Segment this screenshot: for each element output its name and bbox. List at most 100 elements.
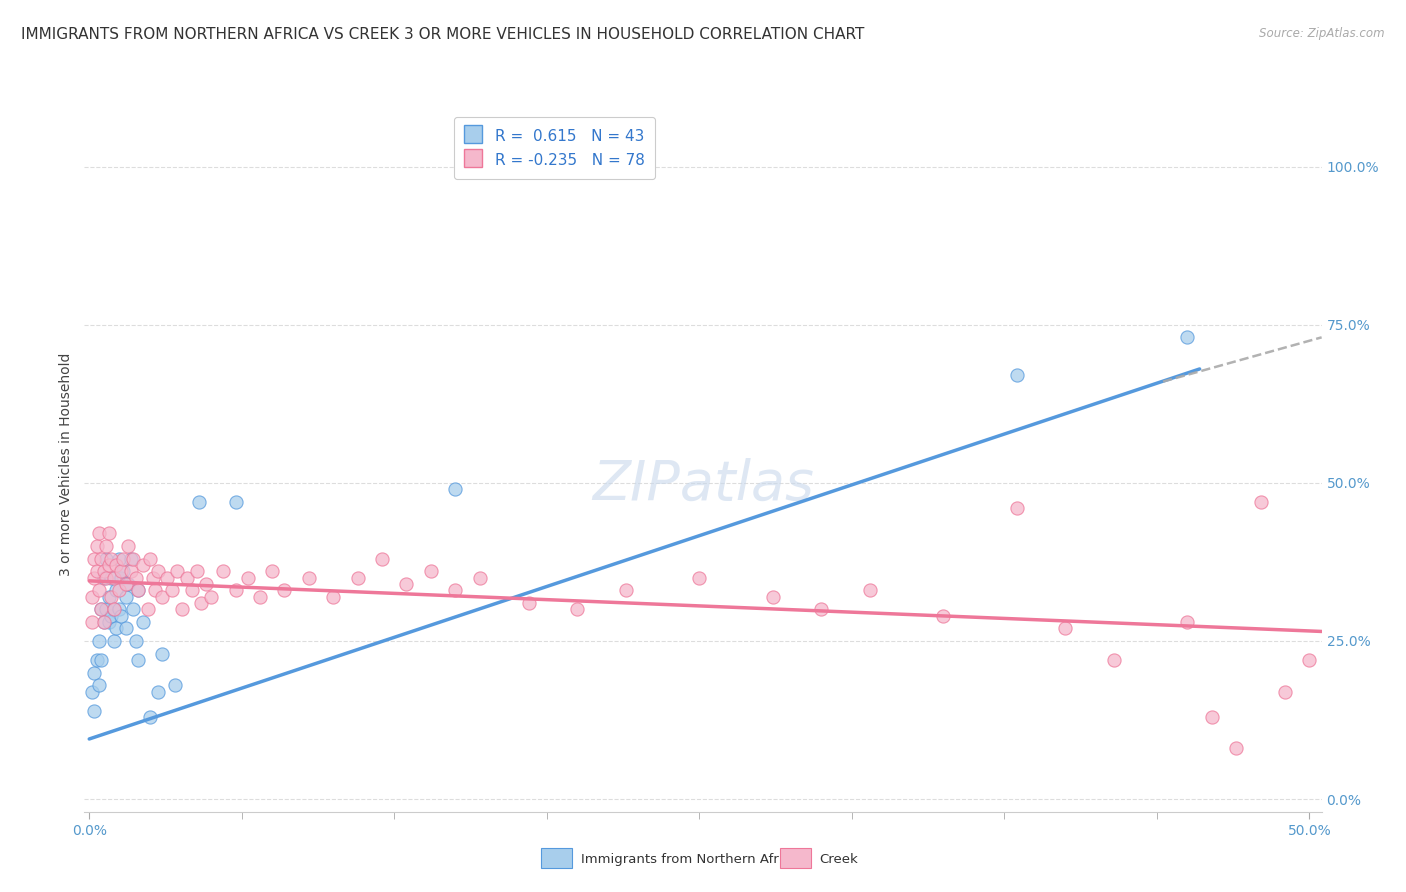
Point	[444, 583, 467, 598]
Point	[932, 608, 955, 623]
Point	[139, 551, 162, 566]
Point	[86, 539, 108, 553]
Point	[1177, 615, 1199, 629]
Point	[614, 583, 637, 598]
Point	[96, 539, 118, 553]
Point	[156, 571, 179, 585]
Point	[127, 653, 149, 667]
Point	[1201, 710, 1223, 724]
Point	[132, 615, 155, 629]
Point	[176, 571, 198, 585]
Point	[143, 583, 166, 598]
Point	[115, 577, 138, 591]
Point	[152, 590, 174, 604]
Point	[190, 596, 212, 610]
Point	[96, 551, 118, 566]
Point	[86, 653, 108, 667]
Point	[152, 647, 174, 661]
Point	[120, 551, 142, 566]
Point	[166, 565, 188, 579]
Point	[298, 571, 321, 585]
Point	[97, 615, 120, 629]
Point	[112, 551, 135, 566]
Point	[419, 565, 441, 579]
Point	[110, 565, 132, 579]
Legend: R =  0.615   N = 43, R = -0.235   N = 78: R = 0.615 N = 43, R = -0.235 N = 78	[454, 117, 655, 179]
Point	[127, 583, 149, 598]
Point	[90, 653, 112, 667]
Point	[83, 704, 105, 718]
Point	[225, 583, 247, 598]
Point	[115, 590, 138, 604]
Point	[80, 684, 103, 698]
Text: IMMIGRANTS FROM NORTHERN AFRICA VS CREEK 3 OR MORE VEHICLES IN HOUSEHOLD CORRELA: IMMIGRANTS FROM NORTHERN AFRICA VS CREEK…	[21, 27, 865, 42]
Point	[444, 482, 467, 496]
Point	[80, 615, 103, 629]
Point	[90, 602, 112, 616]
Point	[395, 577, 418, 591]
Point	[105, 621, 128, 635]
Point	[87, 526, 110, 541]
Point	[117, 539, 139, 553]
Point	[212, 565, 235, 579]
Point	[1177, 330, 1199, 344]
Point	[122, 551, 145, 566]
Point	[124, 571, 146, 585]
Point	[80, 590, 103, 604]
Point	[262, 565, 284, 579]
Point	[273, 583, 295, 598]
Point	[93, 571, 115, 585]
Point	[103, 634, 125, 648]
Point	[105, 558, 128, 572]
Point	[468, 571, 491, 585]
Point	[100, 608, 122, 623]
Point	[97, 558, 120, 572]
Point	[107, 602, 129, 616]
Point	[124, 634, 146, 648]
Point	[761, 590, 783, 604]
Point	[186, 565, 208, 579]
Point	[1225, 741, 1247, 756]
Point	[810, 602, 832, 616]
Point	[163, 678, 186, 692]
Point	[103, 571, 125, 585]
Point	[87, 634, 110, 648]
Point	[112, 565, 135, 579]
Point	[859, 583, 882, 598]
Point	[103, 602, 125, 616]
Point	[1250, 495, 1272, 509]
Point	[1005, 368, 1028, 383]
Point	[83, 571, 105, 585]
Text: ZIPatlas: ZIPatlas	[592, 458, 814, 511]
Point	[110, 608, 132, 623]
Point	[517, 596, 540, 610]
Point	[100, 590, 122, 604]
Point	[322, 590, 344, 604]
Point	[96, 571, 118, 585]
Point	[83, 551, 105, 566]
Point	[86, 565, 108, 579]
Y-axis label: 3 or more Vehicles in Household: 3 or more Vehicles in Household	[59, 352, 73, 575]
Point	[1298, 653, 1320, 667]
Point	[103, 602, 125, 616]
Point	[87, 583, 110, 598]
Point	[1274, 684, 1296, 698]
Point	[83, 665, 105, 680]
Point	[180, 583, 202, 598]
Point	[107, 583, 129, 598]
Point	[100, 551, 122, 566]
Point	[1054, 621, 1077, 635]
Point	[371, 551, 394, 566]
Point	[1005, 501, 1028, 516]
Point	[200, 590, 222, 604]
Point	[236, 571, 259, 585]
Point	[93, 565, 115, 579]
Point	[110, 571, 132, 585]
Point	[225, 495, 247, 509]
Point	[139, 710, 162, 724]
Point	[90, 602, 112, 616]
Point	[97, 590, 120, 604]
Point	[1102, 653, 1125, 667]
Point	[93, 615, 115, 629]
Point	[146, 684, 169, 698]
